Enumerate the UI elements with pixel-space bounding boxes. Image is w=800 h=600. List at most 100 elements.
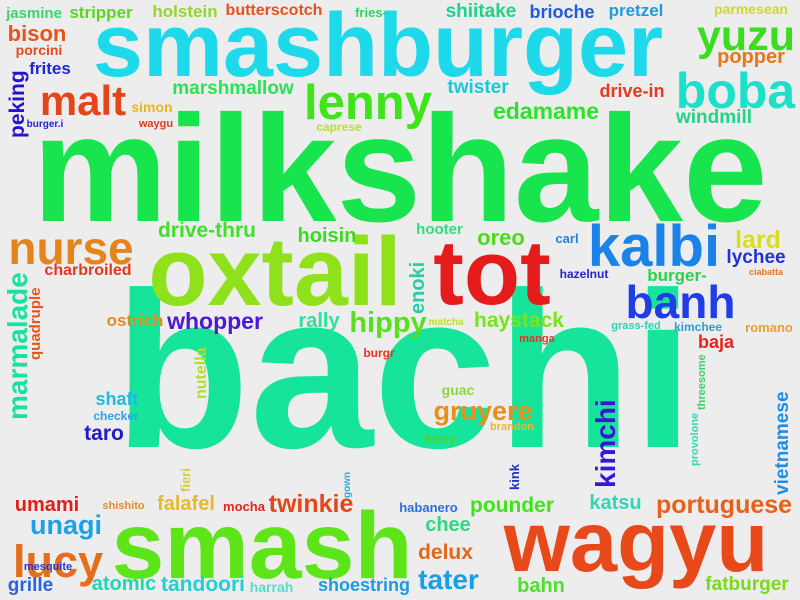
- word-nurse: nurse: [8, 221, 134, 274]
- word-nutella: nutella: [193, 347, 210, 399]
- word-yuzu: yuzu: [697, 11, 795, 60]
- word-smash: smash: [111, 493, 413, 599]
- word-windmill: windmill: [676, 106, 752, 128]
- word-ostrich: ostrich: [106, 311, 164, 330]
- word-caprese: caprese: [316, 119, 362, 134]
- word-pounder: pounder: [470, 493, 554, 517]
- word-quadruple: quadruple: [26, 287, 44, 360]
- word-waygu: waygu: [138, 117, 174, 130]
- word-romano: romano: [745, 320, 793, 335]
- word-hippy: hippy: [349, 306, 427, 339]
- word-banh: banh: [625, 276, 736, 328]
- word-parmesean: parmesean: [714, 1, 788, 17]
- word-shishito: shishito: [102, 499, 145, 512]
- word-malt: malt: [39, 77, 127, 124]
- word-drive-thru: drive-thru: [157, 218, 256, 242]
- word-gruyere: gruyere: [433, 395, 533, 426]
- word-shaft: shaft: [95, 389, 139, 409]
- word-threesome: threesome: [696, 354, 708, 410]
- word-harrah: harrah: [249, 578, 294, 595]
- word-unagi: unagi: [30, 509, 102, 540]
- word-pretzel: pretzel: [608, 1, 664, 20]
- word-enoki: enoki: [407, 261, 429, 314]
- word-twinkie: twinkie: [268, 489, 354, 518]
- word-manga: manga: [519, 333, 555, 345]
- word-habanero: habanero: [399, 499, 458, 515]
- word-mesquite: mesquite: [23, 560, 73, 573]
- word-kimchee: kimchee: [673, 319, 723, 334]
- word-burger-i: burger.i: [26, 119, 64, 130]
- word-guac: guac: [441, 381, 475, 398]
- word-katsu: katsu: [589, 491, 642, 514]
- word-delux: delux: [418, 541, 473, 564]
- word-marshmallow: marshmallow: [172, 78, 294, 99]
- word-grass-fed: grass-fed: [611, 319, 661, 332]
- word-bachi: bachi: [114, 247, 694, 495]
- word-gown: gown: [342, 471, 353, 498]
- word-provolone: provolone: [688, 412, 701, 466]
- word-kink: kink: [507, 463, 522, 490]
- word-taro: taro: [84, 421, 124, 445]
- word-smashburger: smashburger: [92, 0, 664, 96]
- word-vietnamese: vietnamese: [771, 391, 793, 495]
- word-tot: tot: [433, 222, 551, 324]
- word-lenny: lenny: [304, 76, 432, 130]
- word-rally: rally: [298, 310, 340, 332]
- word-boba: boba: [675, 63, 796, 119]
- word-hoisin: hoisin: [297, 224, 357, 247]
- word-simon: simon: [131, 99, 173, 115]
- word-hooter: hooter: [416, 220, 463, 238]
- word-porcini: porcini: [15, 42, 63, 58]
- word-mocha: mocha: [223, 499, 265, 514]
- word-checker: checker: [93, 409, 139, 423]
- word-wagyu: wagyu: [503, 494, 769, 590]
- word-fatburger: fatburger: [705, 573, 789, 595]
- word-oxtail: oxtail: [148, 216, 402, 326]
- word-umami: umami: [14, 493, 80, 516]
- word-shoestring: shoestring: [317, 574, 410, 595]
- word-hazelnut: hazelnut: [559, 267, 609, 281]
- word-portuguese: portuguese: [655, 490, 793, 519]
- word-bahn: bahn: [517, 574, 565, 597]
- word-jasmine: jasmine: [6, 4, 62, 22]
- word-matcha: matcha: [428, 316, 464, 328]
- word-fieri: fieri: [178, 468, 193, 492]
- word-grille: grille: [7, 575, 54, 596]
- word-chee: chee: [425, 513, 471, 536]
- word-stripper: stripper: [69, 2, 133, 22]
- word-lard: lard: [735, 225, 781, 254]
- word-shiitake: shiitake: [445, 0, 517, 22]
- word-brandon: brandon: [490, 420, 534, 433]
- word-burgr: burgr: [363, 346, 395, 360]
- word-milkshake: milkshake: [32, 84, 768, 254]
- word-falafel: falafel: [157, 493, 215, 515]
- word-lychee: lychee: [726, 246, 786, 268]
- word-whopper: whopper: [167, 307, 263, 334]
- word-tandoori: tandoori: [161, 572, 245, 596]
- word-bison: bison: [7, 21, 67, 46]
- word-drive-in: drive-in: [599, 80, 665, 101]
- word-kimchi: kimchi: [589, 399, 621, 488]
- word-edamame: edamame: [492, 97, 600, 124]
- word-kerry: kerry: [425, 431, 457, 446]
- word-charbroiled: charbroiled: [44, 261, 132, 279]
- word-lucy: lucy: [12, 535, 104, 587]
- word-peking: peking: [5, 70, 29, 138]
- word-atomic: atomic: [91, 573, 157, 595]
- word-burger: burger-: [647, 266, 707, 285]
- word-tater: tater: [418, 563, 479, 595]
- word-baja: baja: [697, 332, 735, 352]
- word-ciabatta: ciabatta: [748, 266, 783, 277]
- word-kalbi: kalbi: [587, 214, 721, 279]
- word-holstein: holstein: [152, 1, 218, 21]
- word-haystack: haystack: [474, 308, 564, 332]
- word-popper: popper: [717, 46, 785, 68]
- word-fries: fries-: [355, 5, 387, 20]
- word-twister: twister: [447, 76, 509, 98]
- word-carl: carl: [555, 230, 579, 246]
- word-oreo: oreo: [477, 225, 525, 250]
- word-butterscotch: butterscotch: [225, 2, 323, 19]
- word-frites: frites: [29, 58, 71, 78]
- word-brioche: brioche: [529, 2, 595, 22]
